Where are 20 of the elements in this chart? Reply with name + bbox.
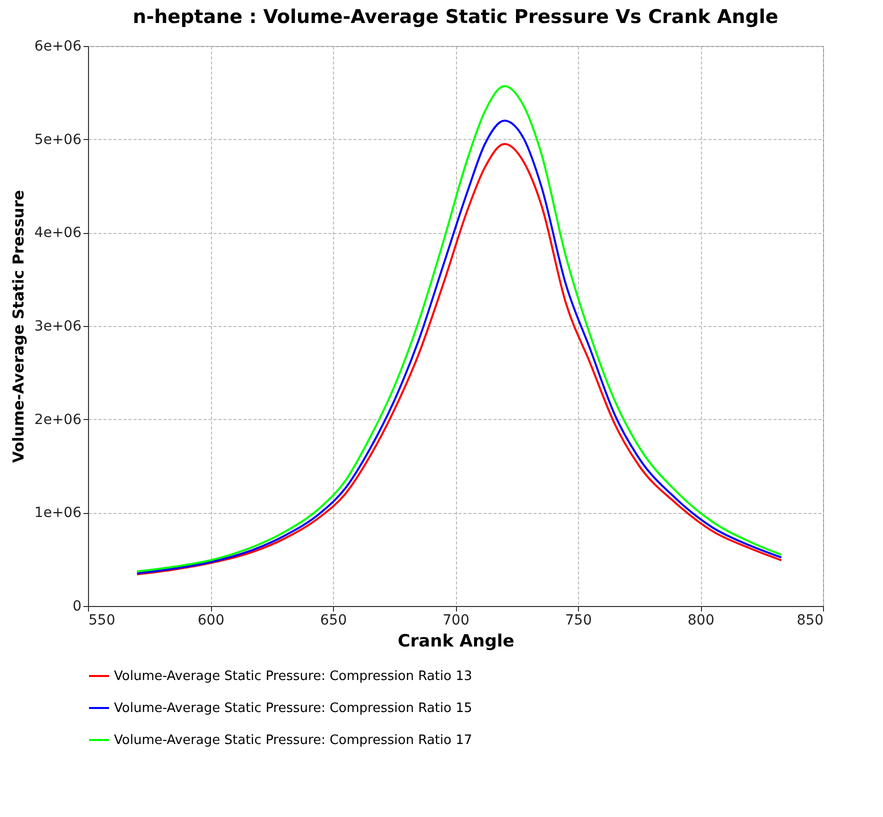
x-tick-label: 800 bbox=[688, 612, 714, 628]
legend-label: Volume-Average Static Pressure: Compression Ratio 13 bbox=[114, 669, 472, 684]
legend-label: Volume-Average Static Pressure: Compression Ratio 17 bbox=[114, 733, 472, 748]
y-tick-label: 6e+06 bbox=[34, 38, 82, 54]
x-tick-label: 550 bbox=[88, 612, 116, 628]
y-tick-label: 2e+06 bbox=[34, 412, 82, 428]
y-tick-label: 3e+06 bbox=[34, 318, 82, 334]
y-tick-label: 1e+06 bbox=[34, 505, 82, 522]
y-tick-label: 0 bbox=[72, 598, 82, 614]
x-tick-label: 850 bbox=[796, 612, 824, 628]
y-tick-label: 4e+06 bbox=[34, 225, 82, 242]
x-tick-label: 600 bbox=[198, 612, 224, 628]
x-tick-label: 700 bbox=[442, 612, 470, 628]
y-tick-label: 5e+06 bbox=[34, 132, 82, 148]
y-axis-title: Volume-Average Static Pressure bbox=[9, 190, 28, 463]
x-tick-label: 650 bbox=[320, 612, 347, 628]
legend-label: Volume-Average Static Pressure: Compression Ratio 15 bbox=[114, 701, 472, 716]
chart-title: n-heptane : Volume-Average Static Pressure Vs Crank Angle bbox=[132, 6, 778, 28]
x-axis-title: Crank Angle bbox=[398, 632, 514, 652]
x-tick-label: 750 bbox=[565, 612, 592, 628]
